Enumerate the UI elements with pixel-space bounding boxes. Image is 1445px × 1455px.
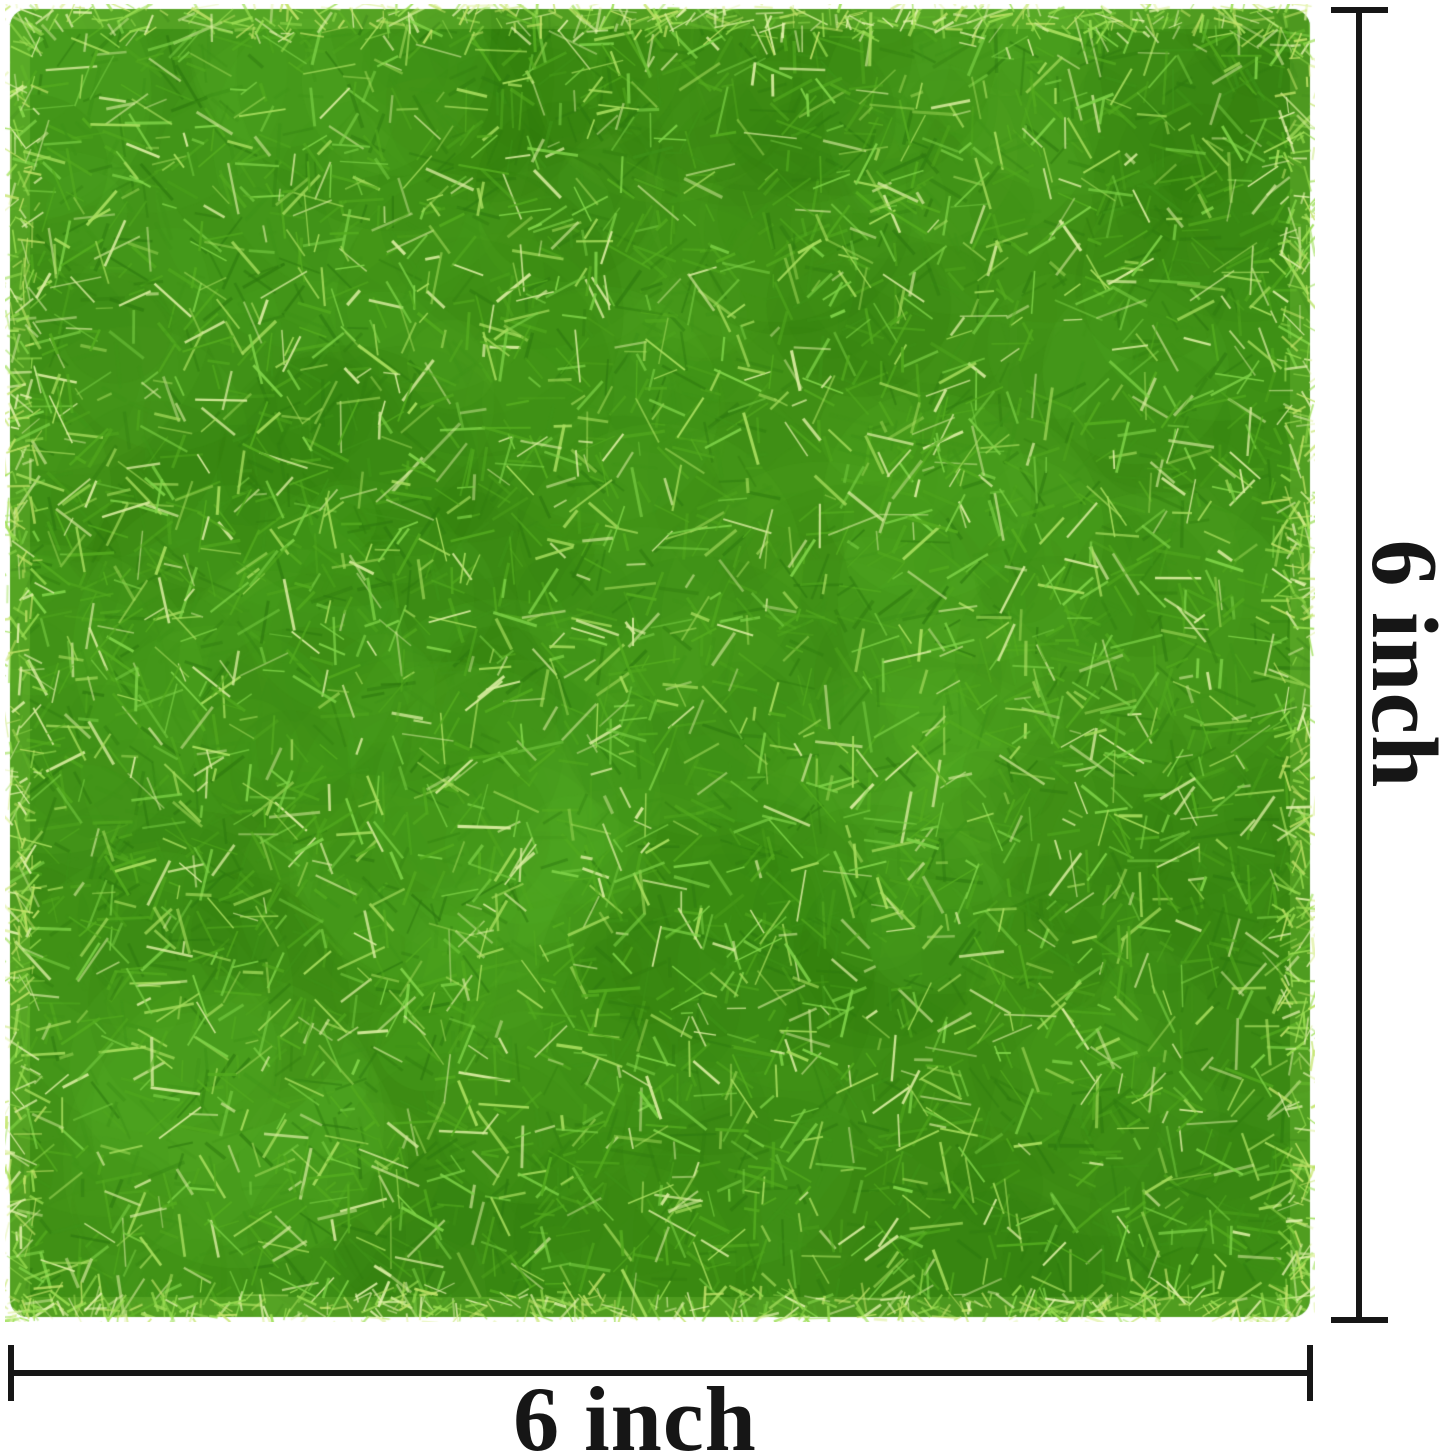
width-dimension-right-tick xyxy=(1307,1345,1313,1401)
height-dimension-line xyxy=(1356,7,1362,1323)
width-dimension-line xyxy=(8,1370,1311,1376)
height-dimension-label: 6 inch xyxy=(1352,540,1445,789)
width-dimension-label: 6 inch xyxy=(513,1368,757,1455)
width-dimension-left-tick xyxy=(8,1345,14,1401)
artificial-grass-mat xyxy=(5,4,1315,1322)
height-dimension-top-cap xyxy=(1331,7,1388,13)
grass-texture-image xyxy=(5,4,1315,1322)
height-dimension-bottom-cap xyxy=(1331,1317,1388,1323)
